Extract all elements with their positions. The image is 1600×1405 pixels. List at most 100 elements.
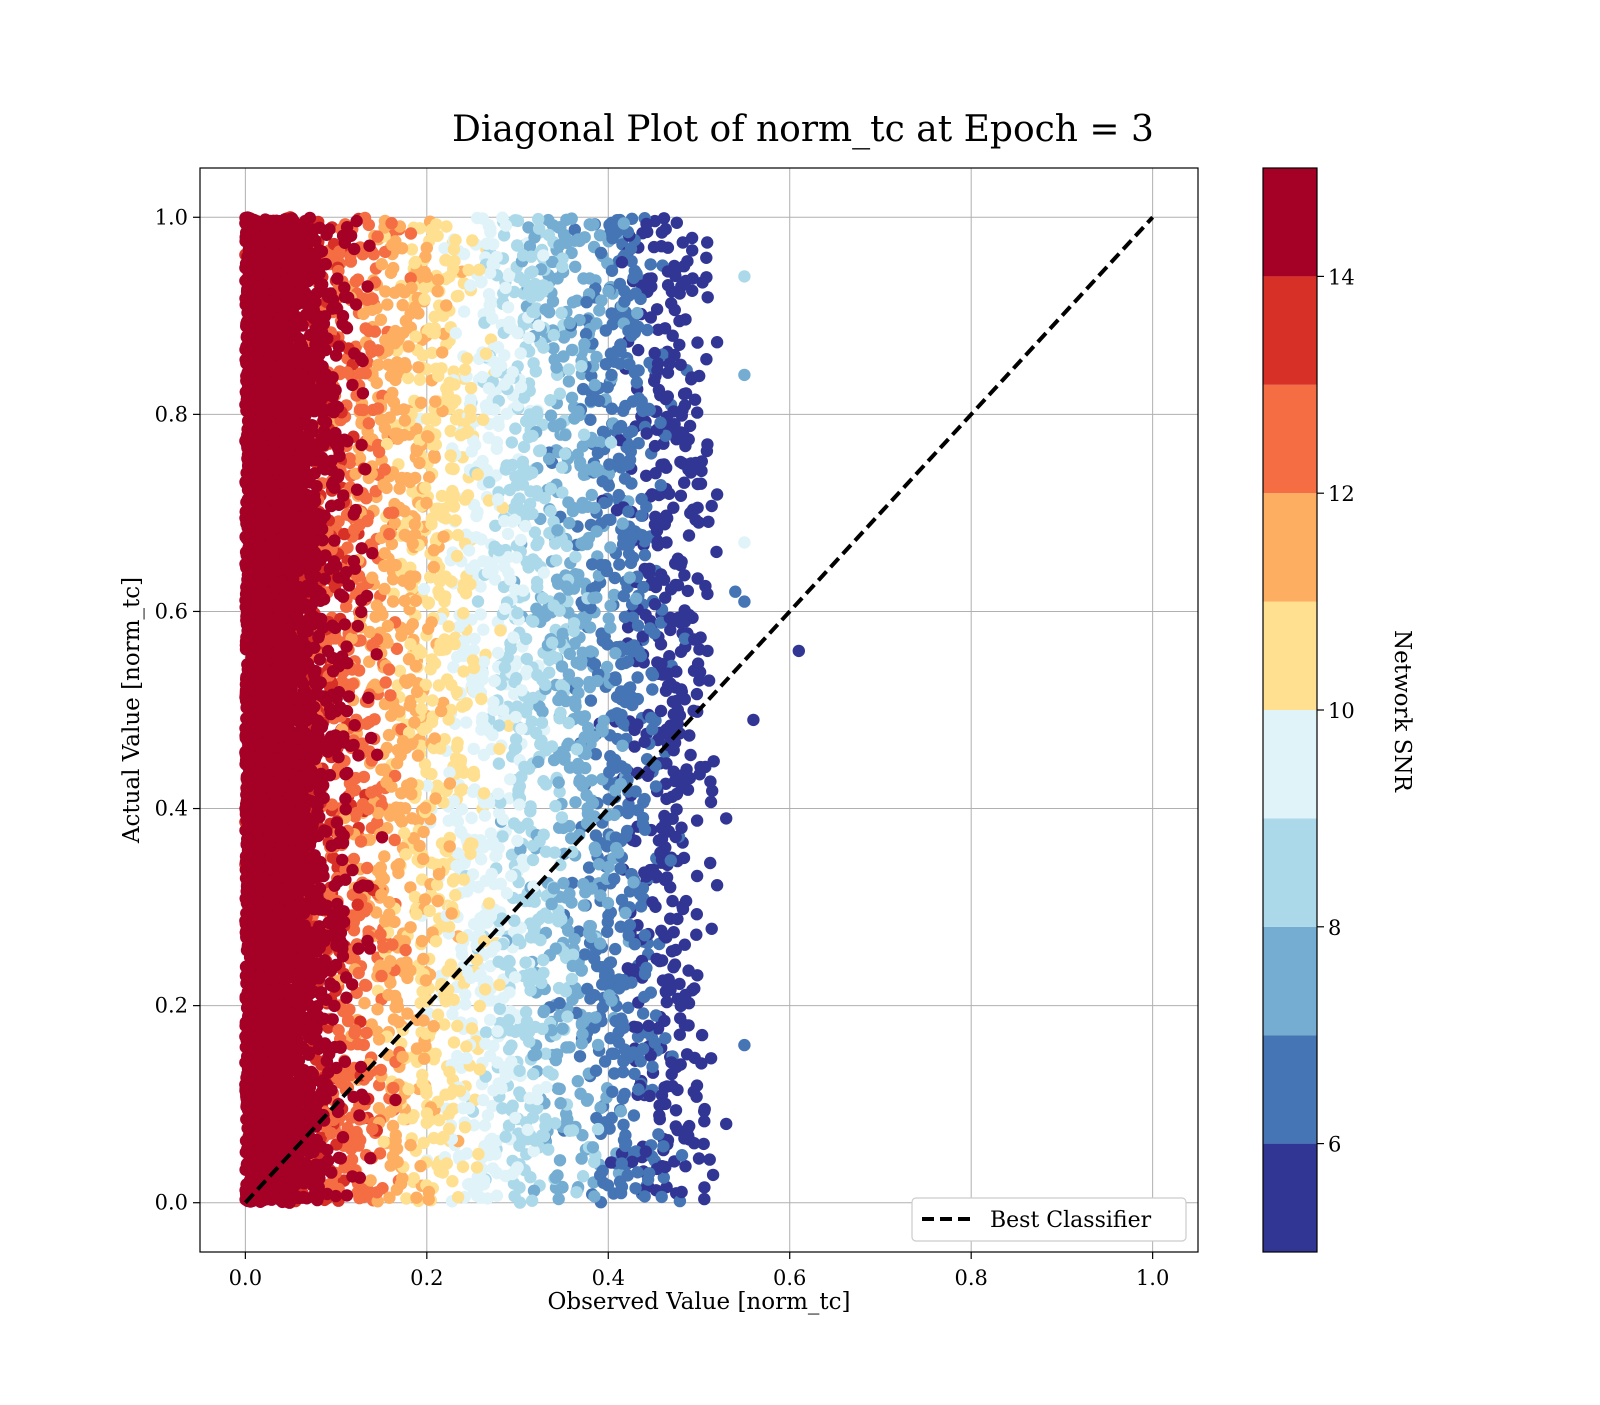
scatter-point <box>455 763 467 775</box>
scatter-point <box>627 876 639 888</box>
scatter-point <box>411 445 423 457</box>
scatter-point <box>648 241 660 253</box>
scatter-point <box>639 968 651 980</box>
scatter-point <box>420 974 432 986</box>
scatter-point <box>623 682 635 694</box>
scatter-point <box>572 1075 584 1087</box>
scatter-point <box>585 219 597 231</box>
scatter-point <box>690 929 702 941</box>
scatter-point <box>473 264 485 276</box>
scatter-point <box>537 954 549 966</box>
scatter-point <box>594 937 606 949</box>
scatter-point <box>619 907 631 919</box>
scatter-point <box>491 443 503 455</box>
scatter-point <box>655 568 667 580</box>
scatter-point <box>554 388 566 400</box>
scatter-point <box>548 754 560 766</box>
scatter-point <box>568 617 580 629</box>
scatter-point <box>499 603 511 615</box>
scatter-point <box>440 643 452 655</box>
scatter-point <box>670 944 682 956</box>
scatter-point <box>604 600 616 612</box>
scatter-point <box>625 477 637 489</box>
scatter-point <box>644 258 656 270</box>
scatter-point <box>503 373 515 385</box>
scatter-point <box>527 1068 539 1080</box>
scatter-point <box>671 913 683 925</box>
scatter-point <box>504 773 516 785</box>
scatter-point <box>619 400 631 412</box>
scatter-point <box>600 324 612 336</box>
scatter-point <box>521 818 533 830</box>
scatter-point <box>361 862 373 874</box>
scatter-point <box>656 1089 668 1101</box>
scatter-point <box>704 1153 716 1165</box>
scatter-point <box>524 800 536 812</box>
scatter-point <box>677 769 689 781</box>
scatter-point <box>573 235 585 247</box>
scatter-point <box>508 817 520 829</box>
scatter-point <box>492 493 504 505</box>
scatter-point <box>531 406 543 418</box>
scatter-point <box>456 932 468 944</box>
scatter-point <box>627 1046 639 1058</box>
scatter-point <box>457 1161 469 1173</box>
scatter-point <box>554 1083 566 1095</box>
scatter-point <box>511 1161 523 1173</box>
scatter-point <box>562 496 574 508</box>
scatter-point <box>578 899 590 911</box>
scatter-point <box>405 777 417 789</box>
scatter-point <box>546 1068 558 1080</box>
scatter-point <box>431 1159 443 1171</box>
scatter-point <box>706 923 718 935</box>
scatter-point <box>617 517 629 529</box>
scatter-point <box>539 492 551 504</box>
scatter-point <box>651 364 663 376</box>
scatter-point <box>560 580 572 592</box>
scatter-point <box>390 1135 402 1147</box>
scatter-point <box>589 658 601 670</box>
scatter-point <box>450 860 462 872</box>
scatter-point <box>694 666 706 678</box>
scatter-point <box>546 650 558 662</box>
scatter-point <box>462 1178 474 1190</box>
scatter-point <box>490 251 502 263</box>
scatter-point <box>459 363 471 375</box>
scatter-point <box>536 910 548 922</box>
scatter-point <box>492 788 504 800</box>
scatter-point <box>396 1051 408 1063</box>
scatter-point <box>404 921 416 933</box>
scatter-point <box>553 1193 565 1205</box>
scatter-point <box>614 862 626 874</box>
scatter-point <box>621 825 633 837</box>
scatter-point <box>540 303 552 315</box>
scatter-point <box>498 515 510 527</box>
scatter-point <box>399 357 411 369</box>
scatter-point <box>628 740 640 752</box>
scatter-point <box>577 1170 589 1182</box>
scatter-point <box>393 482 405 494</box>
scatter-point <box>443 766 455 778</box>
scatter-point <box>373 446 385 458</box>
scatter-point <box>616 740 628 752</box>
scatter-point <box>691 688 703 700</box>
scatter-point <box>675 1186 687 1198</box>
scatter-point <box>494 1003 506 1015</box>
scatter-point <box>519 956 531 968</box>
scatter-point <box>554 1154 566 1166</box>
scatter-point <box>562 925 574 937</box>
scatter-point <box>461 697 473 709</box>
scatter-point <box>493 743 505 755</box>
scatter-point <box>325 1127 337 1139</box>
scatter-point <box>400 315 412 327</box>
scatter-point <box>549 800 561 812</box>
scatter-point <box>403 653 415 665</box>
scatter-point <box>704 775 716 787</box>
scatter-point <box>459 989 471 1001</box>
scatter-point <box>472 679 484 691</box>
scatter-point <box>686 612 698 624</box>
scatter-point <box>520 415 532 427</box>
scatter-point <box>412 361 424 373</box>
scatter-point <box>380 676 392 688</box>
scatter-point <box>545 409 557 421</box>
